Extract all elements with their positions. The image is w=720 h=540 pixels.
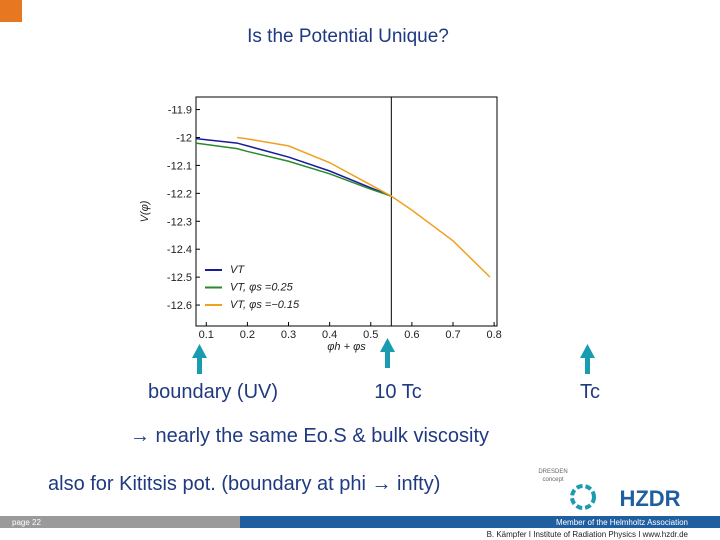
note: also for Kititsis pot. (boundary at phi … <box>48 473 440 495</box>
plot-frame <box>195 96 498 327</box>
logo-icon <box>570 484 596 510</box>
x-tick-label: 0.3 <box>281 329 296 341</box>
footer-text: Member of the Helmholtz Association <box>556 518 688 527</box>
chart: -11.9 -12 -12.1 -12.2 -12.3 -12.4 -12.5 -12.6 0.… <box>139 96 502 353</box>
note: → nearly the same Eo.S & bulk viscosity <box>130 425 489 447</box>
y-tick-label: -11.9 <box>168 105 192 117</box>
y-tick-label: -12.4 <box>167 244 192 256</box>
logo-text: concept <box>542 477 563 483</box>
x-axis-label: φh + φs <box>327 341 366 353</box>
marker-label: boundary (UV) <box>148 381 278 403</box>
x-tick-label: 0.6 <box>404 329 419 341</box>
x-tick-label: 0.4 <box>322 329 337 341</box>
x-tick-label: 0.2 <box>240 329 255 341</box>
x-tick-label: 0.1 <box>199 329 214 341</box>
y-tick-label: -12.3 <box>167 216 192 228</box>
marker-label: Tc <box>580 381 600 403</box>
footer-text: B. Kämpfer I Institute of Radiation Phys… <box>487 530 689 539</box>
slide-title: Is the Potential Unique? <box>247 26 449 47</box>
series-line <box>237 136 491 278</box>
x-tick-label: 0.8 <box>486 329 501 341</box>
footer-bar <box>0 516 240 528</box>
y-tick-label: -12.6 <box>167 300 192 312</box>
footer-bar <box>240 516 720 528</box>
legend-label: VT <box>230 264 245 276</box>
y-axis-label: V(φ) <box>139 200 151 222</box>
y-tick-label: -12.2 <box>167 188 192 200</box>
logo-text: DRESDEN <box>538 469 567 475</box>
y-tick-label: -12.5 <box>167 272 192 284</box>
series-line <box>195 142 392 197</box>
arrows <box>192 338 595 374</box>
x-tick-label: 0.7 <box>445 329 460 341</box>
logo-text: HZDR <box>619 486 680 511</box>
legend-label: VT, φs =−0.15 <box>230 299 300 311</box>
corner-mark <box>0 0 22 22</box>
page-number: page 22 <box>12 518 41 527</box>
x-tick-label: 0.5 <box>363 329 378 341</box>
y-tick-label: -12 <box>176 132 192 144</box>
legend-label: VT, φs =0.25 <box>230 282 294 294</box>
series-line <box>195 137 392 197</box>
y-tick-label: -12.1 <box>167 160 192 172</box>
marker-label: 10 Tc <box>374 381 421 403</box>
